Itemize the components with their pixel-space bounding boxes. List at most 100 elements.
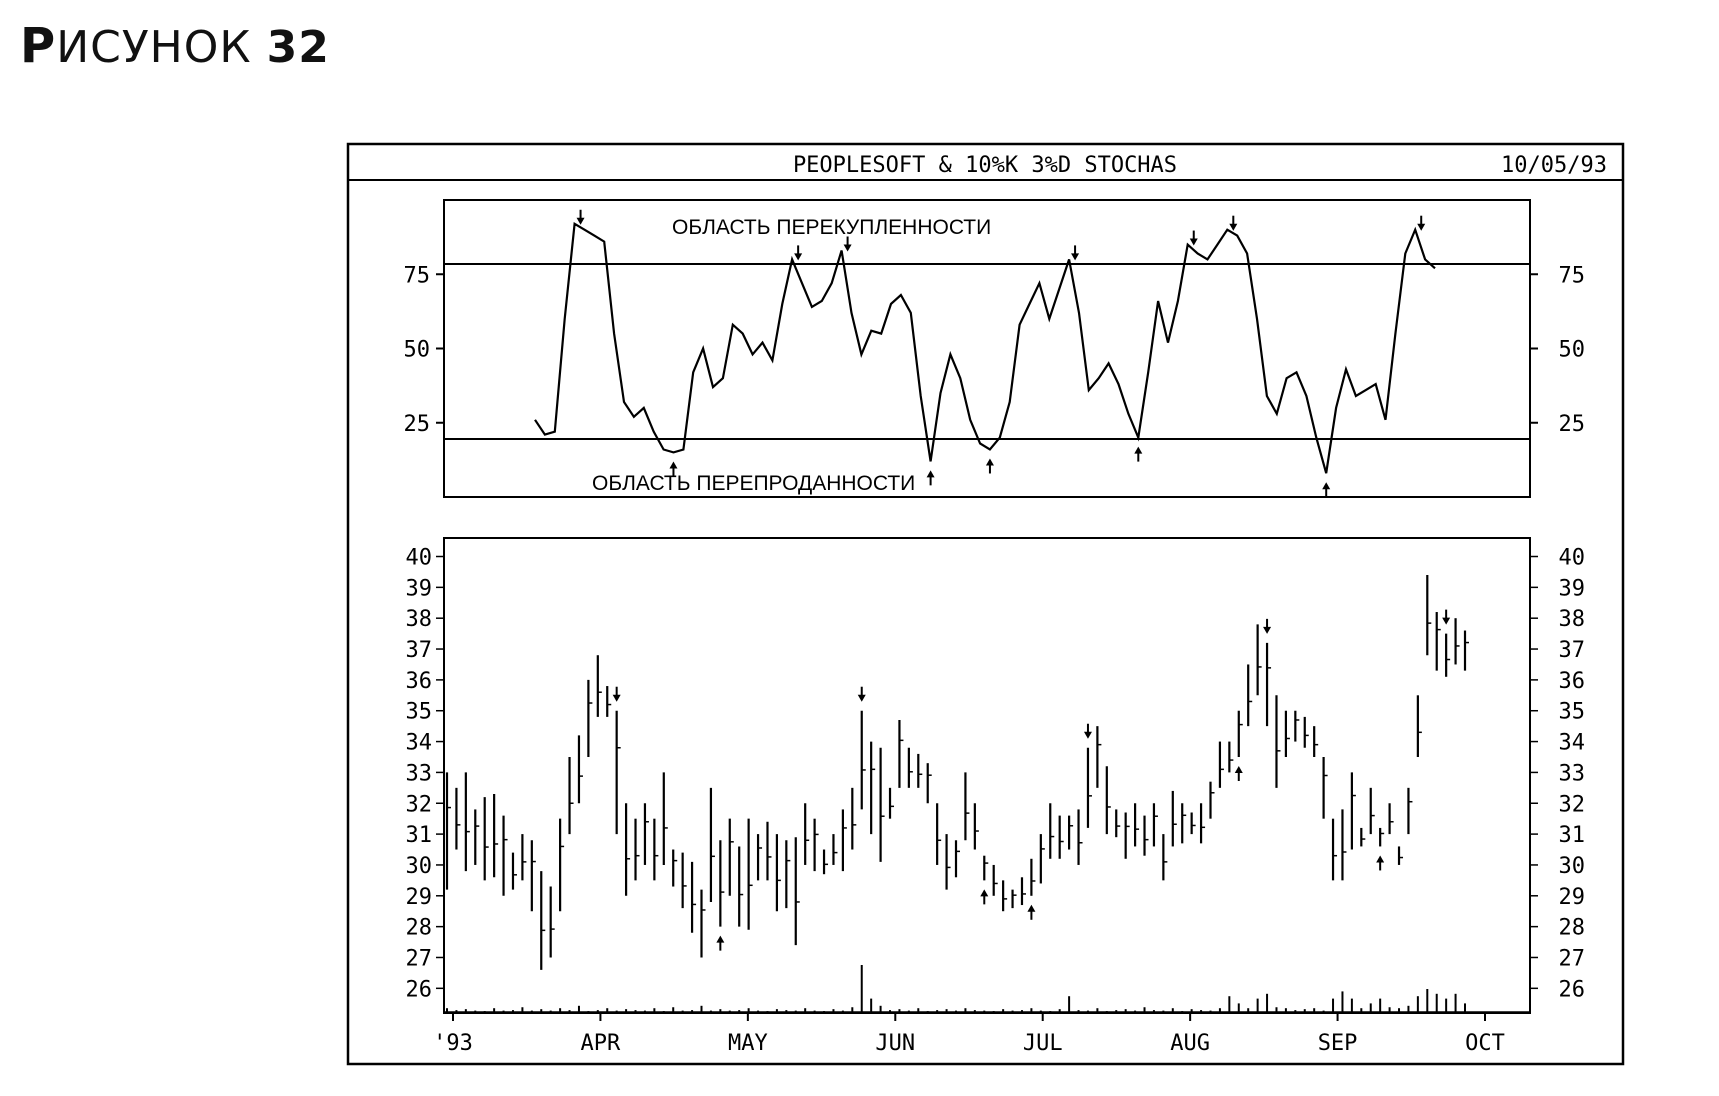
stoch-sell-arrow: [843, 236, 852, 252]
price-left-tick-label-35: 35: [406, 700, 433, 725]
stoch-buy-arrow-head: [926, 470, 935, 478]
stoch-buy-arrow-head: [1322, 482, 1331, 490]
price-right-tick-label-34: 34: [1559, 731, 1586, 756]
price-left-tick-label-38: 38: [406, 607, 433, 632]
stoch-buy-arrow: [1134, 446, 1143, 462]
stochastic-y-axis: 25 25 50 50 75 75: [404, 263, 1586, 437]
price-left-tick-label-32: 32: [406, 792, 433, 817]
overbought-zone-label: ОБЛАСТЬ ПЕРЕКУПЛЕННОСТИ: [672, 216, 991, 239]
stoch-left-tick-label-25: 25: [404, 412, 431, 437]
volume-bars: [444, 965, 1530, 1013]
price-y-axis: 26 26 27 27 28 28 29 29 30 30 31 31 32 32 33 33 34 34 35 35…: [406, 546, 1586, 1003]
price-bars: [445, 575, 1469, 970]
stoch-right-tick-label-50: 50: [1559, 338, 1586, 363]
price-right-tick-label-30: 30: [1559, 854, 1586, 879]
stoch-sell-arrow-head: [1189, 238, 1198, 246]
stoch-sell-arrow-head: [1071, 253, 1080, 261]
stoch-left-tick-label-50: 50: [404, 338, 431, 363]
stoch-sell-arrow: [794, 245, 803, 261]
buy-arrow-head: [1234, 765, 1243, 773]
sell-arrow-head: [612, 694, 621, 702]
price-right-tick-label-40: 40: [1559, 546, 1586, 571]
chart-outer-frame: [346, 142, 1625, 1066]
stoch-buy-arrow: [985, 458, 994, 474]
stoch-sell-arrow-head: [1417, 223, 1426, 231]
price-right-tick-label-29: 29: [1559, 885, 1586, 910]
price-right-tick-label-36: 36: [1559, 669, 1586, 694]
stoch-right-tick-label-25: 25: [1559, 412, 1586, 437]
stoch-buy-arrow: [926, 470, 935, 486]
price-left-tick-label-33: 33: [406, 761, 433, 786]
stoch-sell-arrow: [1071, 245, 1080, 261]
price-right-tick-label-31: 31: [1559, 823, 1586, 848]
buy-arrow: [1027, 904, 1036, 920]
stoch-buy-arrow-head: [669, 461, 678, 469]
price-left-tick-label-27: 27: [406, 946, 433, 971]
stoch-sell-arrow: [1229, 215, 1238, 231]
sell-arrow: [612, 686, 621, 702]
price-left-tick-label-30: 30: [406, 854, 433, 879]
sell-arrow-head: [857, 694, 866, 702]
price-left-tick-label-29: 29: [406, 885, 433, 910]
sell-arrow-head: [1083, 731, 1092, 739]
chart-header-date: 10/05/93: [1501, 153, 1607, 178]
price-right-tick-label-27: 27: [1559, 946, 1586, 971]
stoch-buy-arrow: [1322, 482, 1331, 498]
sell-arrow: [1263, 618, 1272, 634]
price-right-tick-label-38: 38: [1559, 607, 1586, 632]
price-right-tick-label-33: 33: [1559, 761, 1586, 786]
stoch-sell-arrow-head: [794, 253, 803, 261]
price-left-tick-label-26: 26: [406, 977, 433, 1002]
price-signal-arrows: [612, 609, 1451, 951]
price-left-tick-label-40: 40: [406, 546, 433, 571]
figure-title: РИСУНОК 32: [20, 18, 330, 74]
price-right-tick-label-28: 28: [1559, 916, 1586, 941]
price-right-tick-label-35: 35: [1559, 700, 1586, 725]
stoch-sell-arrow-head: [1229, 223, 1238, 231]
month-label: SEP: [1318, 1031, 1358, 1056]
stoch-sell-arrow: [1189, 230, 1198, 246]
oversold-zone-label: ОБЛАСТЬ ПЕРЕПРОДАННОСТИ: [592, 472, 915, 495]
buy-arrow: [980, 889, 989, 905]
sell-arrow-head: [1442, 617, 1451, 625]
stoch-left-tick-label-75: 75: [404, 263, 431, 288]
stochastic-k-line: [534, 221, 1436, 474]
month-label: MAY: [728, 1031, 768, 1056]
price-right-tick-label-39: 39: [1559, 576, 1586, 601]
sell-arrow: [857, 686, 866, 702]
price-left-tick-label-28: 28: [406, 916, 433, 941]
stoch-right-tick-label-75: 75: [1559, 263, 1586, 288]
price-left-tick-label-34: 34: [406, 731, 433, 756]
buy-arrow-head: [1376, 855, 1385, 863]
stoch-buy-arrow: [669, 461, 678, 477]
month-label: APR: [581, 1031, 621, 1056]
price-left-tick-label-37: 37: [406, 638, 433, 663]
month-axis: '93 APR MAY JUN JUL AUG SEP OCT: [433, 1013, 1505, 1056]
price-left-tick-label-36: 36: [406, 669, 433, 694]
buy-arrow: [1234, 765, 1243, 781]
stochastic-panel: [443, 199, 1531, 498]
price-left-tick-label-31: 31: [406, 823, 433, 848]
stoch-buy-arrow-head: [1134, 446, 1143, 454]
stochastic-signal-arrows: [576, 209, 1426, 498]
month-label: AUG: [1170, 1031, 1210, 1056]
month-label: JUL: [1023, 1031, 1063, 1056]
month-label: JUN: [875, 1031, 915, 1056]
buy-arrow-head: [1027, 904, 1036, 912]
price-left-tick-label-39: 39: [406, 576, 433, 601]
chart-header-title: PEOPLESOFT & 10%K 3%D STOCHAS: [793, 153, 1177, 178]
price-right-tick-label-37: 37: [1559, 638, 1586, 663]
price-right-tick-label-32: 32: [1559, 792, 1586, 817]
buy-arrow-head: [716, 935, 725, 943]
stoch-sell-arrow: [576, 209, 585, 225]
price-right-tick-label-26: 26: [1559, 977, 1586, 1002]
month-label: OCT: [1465, 1031, 1505, 1056]
stoch-sell-arrow-head: [576, 217, 585, 225]
stoch-sell-arrow: [1417, 215, 1426, 231]
sell-arrow: [1083, 723, 1092, 739]
buy-arrow: [1376, 855, 1385, 871]
stoch-sell-arrow-head: [843, 244, 852, 252]
sell-arrow-head: [1263, 626, 1272, 634]
month-label: '93: [433, 1031, 473, 1056]
